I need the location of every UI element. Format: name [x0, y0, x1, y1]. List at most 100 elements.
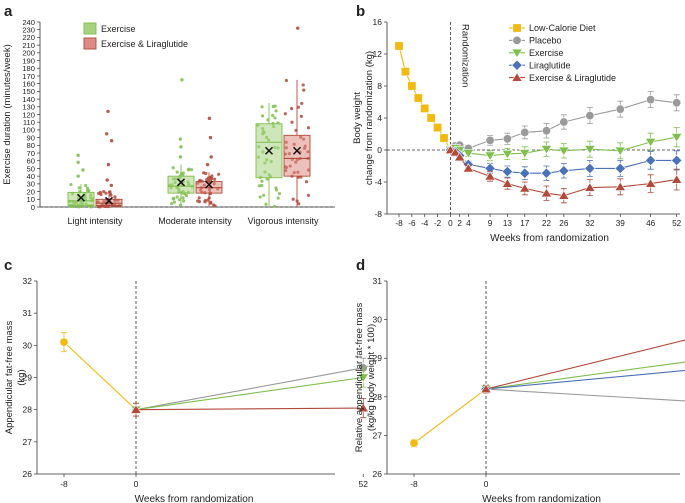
box-0-2	[255, 102, 283, 208]
x-tick-label: 9	[488, 219, 493, 228]
y-tick-label: 0	[31, 203, 35, 212]
y-tick-label: 4	[377, 113, 382, 123]
data-point	[670, 174, 683, 184]
x-tick-label: 0	[484, 479, 489, 489]
y-tick-label: 100	[22, 126, 35, 135]
box-1-2	[283, 26, 311, 207]
data-point	[189, 168, 194, 172]
outlier-point	[208, 135, 213, 140]
data-point	[283, 112, 287, 116]
series-line	[135, 407, 364, 411]
legend-marker	[512, 35, 522, 45]
data-point	[213, 204, 217, 208]
data-point	[302, 88, 306, 92]
data-point	[519, 183, 531, 193]
y-tick-label: 10	[27, 195, 35, 204]
data-point	[59, 337, 69, 347]
data-point	[104, 191, 108, 195]
data-point	[171, 197, 175, 201]
legend-label: Liraglutide	[529, 60, 571, 70]
data-point	[262, 193, 266, 197]
data-point	[484, 151, 496, 161]
x-tick-label: 4	[466, 219, 471, 228]
data-point	[462, 149, 475, 159]
iqr-box	[167, 175, 195, 194]
y-tick-label: 30	[373, 315, 383, 325]
data-point	[264, 202, 268, 206]
y-tick-label: 240	[22, 18, 35, 27]
y-tick-label: 26	[23, 469, 33, 479]
y-axis-label: Relative appendicular fat-free mass(kg/k…	[354, 303, 377, 453]
mean-marker	[104, 196, 114, 205]
data-point	[69, 182, 73, 187]
outlier-point	[109, 139, 114, 143]
data-point	[296, 105, 300, 109]
data-point	[558, 146, 570, 157]
x-axis-label: Weeks from randomization	[482, 494, 601, 503]
y-tick-label: 150	[22, 87, 35, 96]
outlier-point	[207, 116, 212, 121]
y-tick-label: 31	[23, 308, 33, 318]
series-diet	[59, 332, 141, 417]
mean-marker	[76, 193, 86, 202]
y-tick-label: 40	[27, 172, 35, 181]
x-tick-label: 13	[503, 219, 513, 228]
data-point	[300, 101, 304, 106]
data-point	[175, 170, 179, 174]
y-tick-label: 30	[27, 180, 35, 189]
y-tick-label: 32	[23, 276, 33, 286]
panel-b-body-weight: b -8 -4 0 4 8 12 16 Body weightchange from rand…	[352, 3, 683, 244]
data-point	[273, 116, 277, 120]
y-tick-label: 80	[27, 141, 35, 150]
data-point	[274, 109, 278, 113]
series-line	[485, 339, 685, 390]
data-point	[519, 149, 531, 159]
y-tick-label: 70	[27, 149, 35, 158]
y-tick-label: 200	[22, 49, 35, 58]
data-point	[203, 200, 207, 204]
data-point	[291, 197, 295, 201]
data-point	[260, 114, 265, 118]
data-point	[520, 127, 530, 137]
box-1-0	[95, 109, 123, 209]
data-point	[273, 204, 277, 208]
data-point	[646, 95, 656, 105]
x-tick-label: 2	[457, 219, 462, 228]
data-point	[558, 190, 570, 200]
y-tick-label: 230	[22, 26, 35, 35]
outlier-point	[106, 109, 110, 114]
y-tick-label: 130	[22, 103, 35, 112]
data-point	[540, 167, 553, 179]
outlier-point	[76, 160, 80, 164]
data-point	[559, 117, 569, 127]
series-line	[63, 341, 137, 411]
y-tick-label: 170	[22, 72, 35, 81]
outlier-point	[106, 162, 111, 167]
y-tick-label: 210	[22, 41, 35, 50]
outlier-point	[76, 153, 80, 158]
data-point	[181, 171, 186, 175]
legend-swatch	[83, 37, 97, 50]
x-tick-label: -8	[60, 479, 68, 489]
y-axis-label: Appendicular fat-free mass(kg)	[4, 320, 27, 434]
y-tick-label: 29	[373, 353, 383, 363]
legend-label: Low-Calorie Diet	[529, 23, 596, 33]
data-point	[413, 93, 423, 103]
data-point	[584, 162, 596, 175]
y-tick-label: 12	[373, 49, 383, 59]
legend-label: Placebo	[529, 36, 562, 46]
data-point	[98, 205, 102, 209]
series-combo	[480, 339, 685, 394]
data-point	[541, 126, 551, 136]
data-point	[284, 78, 288, 83]
outlier-point	[179, 145, 183, 149]
series-diet	[409, 384, 491, 448]
legend-label: Exercise	[529, 48, 564, 58]
data-point	[260, 105, 264, 109]
outlier-point	[81, 168, 85, 172]
data-point	[297, 202, 301, 206]
series-combo	[444, 144, 683, 204]
data-point	[85, 189, 90, 193]
iqr-box	[67, 191, 95, 206]
